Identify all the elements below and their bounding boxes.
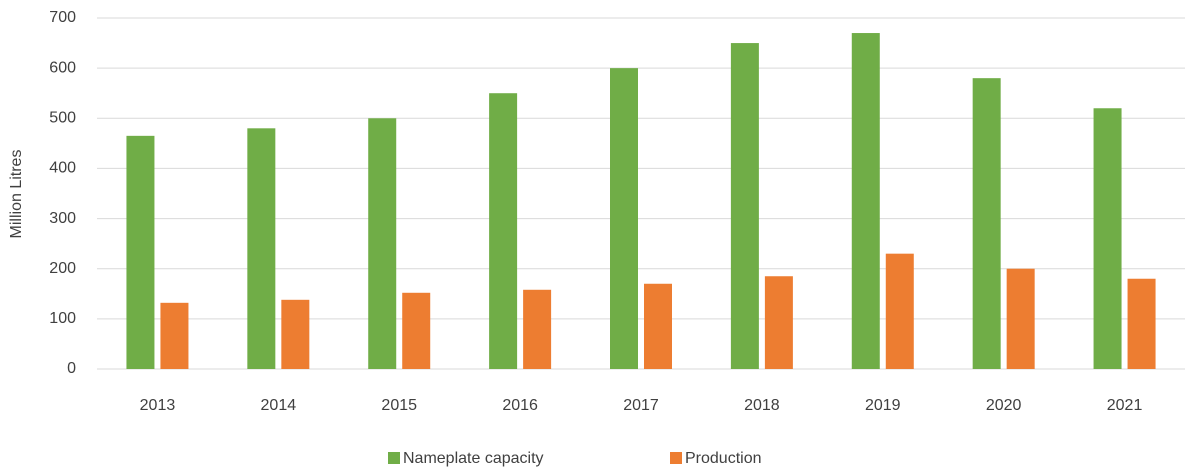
legend-swatch — [670, 452, 682, 464]
bar — [1006, 268, 1035, 369]
bar — [402, 292, 431, 369]
x-tick-label: 2020 — [986, 397, 1022, 414]
y-tick-label: 500 — [49, 110, 76, 127]
bar — [1127, 278, 1156, 369]
bar — [764, 276, 793, 369]
bar — [1093, 108, 1122, 369]
bar — [281, 299, 310, 369]
legend-label: Production — [685, 450, 762, 467]
legend-label: Nameplate capacity — [403, 450, 544, 467]
bar — [247, 128, 276, 369]
x-tick-label: 2016 — [502, 397, 538, 414]
bar — [610, 68, 638, 370]
legend-swatch — [388, 452, 400, 464]
bar — [730, 43, 759, 369]
bar — [489, 93, 518, 369]
y-axis-label: Million Litres — [8, 150, 25, 239]
y-tick-label: 600 — [49, 59, 76, 76]
bar — [368, 118, 397, 370]
x-tick-label: 2018 — [744, 397, 780, 414]
y-tick-label: 0 — [67, 360, 76, 377]
x-tick-label: 2021 — [1107, 397, 1143, 414]
y-tick-label: 700 — [49, 9, 76, 26]
x-tick-label: 2017 — [623, 397, 659, 414]
bar — [126, 135, 155, 369]
y-tick-label: 400 — [49, 160, 76, 177]
x-tick-label: 2013 — [140, 397, 176, 414]
bar — [523, 289, 552, 369]
bar — [160, 302, 189, 369]
bar — [644, 283, 672, 369]
bar — [885, 253, 914, 369]
x-tick-label: 2019 — [865, 397, 901, 414]
y-tick-label: 300 — [49, 210, 76, 227]
bar — [851, 33, 880, 370]
y-tick-label: 200 — [49, 260, 76, 277]
x-tick-label: 2015 — [381, 397, 417, 414]
x-tick-label: 2014 — [261, 397, 297, 414]
bar — [972, 78, 1001, 370]
y-tick-label: 100 — [49, 310, 76, 327]
